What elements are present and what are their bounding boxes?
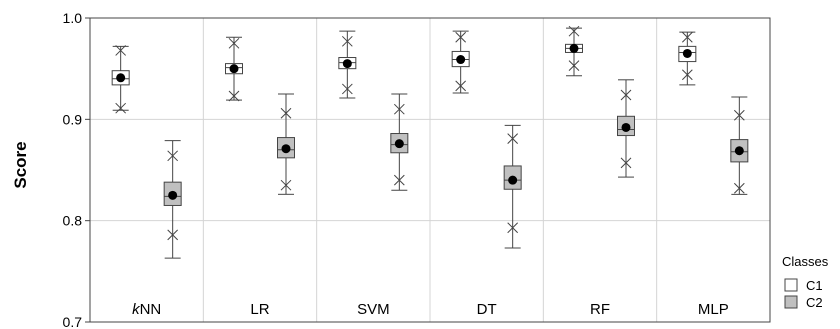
series-c1: [111, 25, 697, 114]
box-c2: [730, 96, 749, 195]
box-c1: [111, 45, 130, 114]
y-axis-ticks: 0.7 0.8 0.9 1.0: [63, 10, 90, 329]
mean-marker: [456, 55, 466, 65]
percentile-99-marker: [568, 25, 580, 37]
percentile-1-marker: [115, 102, 127, 114]
mean-marker: [569, 43, 579, 53]
percentile-1-marker: [620, 157, 632, 169]
box-series: [111, 25, 749, 259]
series-c2: [163, 79, 749, 259]
percentile-99-marker: [507, 133, 519, 144]
percentile-1-marker: [280, 179, 292, 191]
percentile-99-marker: [620, 89, 632, 101]
y-tick-label: 0.9: [63, 111, 83, 127]
percentile-99-marker: [681, 31, 693, 43]
mean-marker: [682, 48, 692, 58]
category-label-text: NN: [140, 301, 162, 318]
category-label-text: DT: [477, 301, 497, 318]
legend-title: Classes: [782, 254, 829, 269]
box-c2: [277, 93, 295, 195]
box-c1: [565, 25, 583, 77]
y-tick-label: 1.0: [63, 10, 83, 26]
legend: Classes C1 C2: [782, 254, 829, 310]
percentile-99-marker: [228, 37, 240, 49]
box-c2: [163, 140, 182, 259]
mean-marker: [281, 144, 291, 154]
category-label-prefix: k: [132, 301, 141, 318]
y-tick-label: 0.7: [63, 314, 83, 329]
percentile-1-marker: [341, 83, 353, 95]
category-label-text: MLP: [698, 301, 729, 318]
percentile-1-marker: [568, 60, 580, 71]
box-c1: [451, 30, 470, 94]
mean-marker: [394, 139, 404, 149]
mean-marker: [734, 146, 744, 156]
box-c2: [503, 124, 522, 249]
legend-label-c2: C2: [806, 295, 823, 310]
category-label-text: RF: [590, 301, 610, 318]
percentile-99-marker: [280, 107, 292, 119]
box-c2: [390, 93, 409, 191]
percentile-1-marker: [507, 222, 519, 234]
percentile-1-marker: [167, 229, 179, 241]
box-c1: [338, 30, 357, 99]
percentile-99-marker: [393, 103, 405, 115]
category-label-text: LR: [250, 301, 269, 318]
legend-swatch-c2: [784, 295, 798, 309]
percentile-99-marker: [455, 31, 467, 43]
percentile-1-marker: [455, 80, 467, 92]
mean-marker: [508, 175, 518, 185]
plot-frame: [89, 17, 771, 323]
percentile-1-marker: [228, 90, 240, 102]
percentile-1-marker: [733, 182, 745, 194]
category-label: kNN: [132, 301, 161, 318]
mean-marker: [621, 122, 631, 132]
box-c1: [678, 31, 697, 86]
box-c2: [617, 79, 635, 178]
box-c1: [225, 36, 243, 102]
legend-label-c1: C1: [806, 278, 823, 293]
percentile-99-marker: [733, 109, 745, 121]
category-dividers: [202, 18, 658, 322]
mean-marker: [116, 73, 126, 83]
y-axis-label: Score: [11, 141, 30, 188]
category-label: DT: [477, 301, 497, 318]
percentile-99-marker: [341, 35, 353, 47]
percentile-1-marker: [393, 174, 405, 186]
y-tick-label: 0.8: [63, 213, 83, 229]
legend-swatch-c1: [784, 278, 798, 292]
percentile-99-marker: [167, 150, 179, 162]
category-label: LR: [250, 301, 269, 318]
category-label-text: SVM: [357, 301, 390, 318]
mean-marker: [229, 64, 239, 74]
category-labels: kNN LR SVM DT RF MLP: [132, 301, 729, 318]
percentile-1-marker: [681, 69, 693, 81]
mean-marker: [342, 59, 352, 69]
category-label: RF: [590, 301, 610, 318]
percentile-99-marker: [115, 45, 127, 56]
mean-marker: [168, 190, 178, 200]
category-label: MLP: [698, 301, 729, 318]
category-label: SVM: [357, 301, 390, 318]
